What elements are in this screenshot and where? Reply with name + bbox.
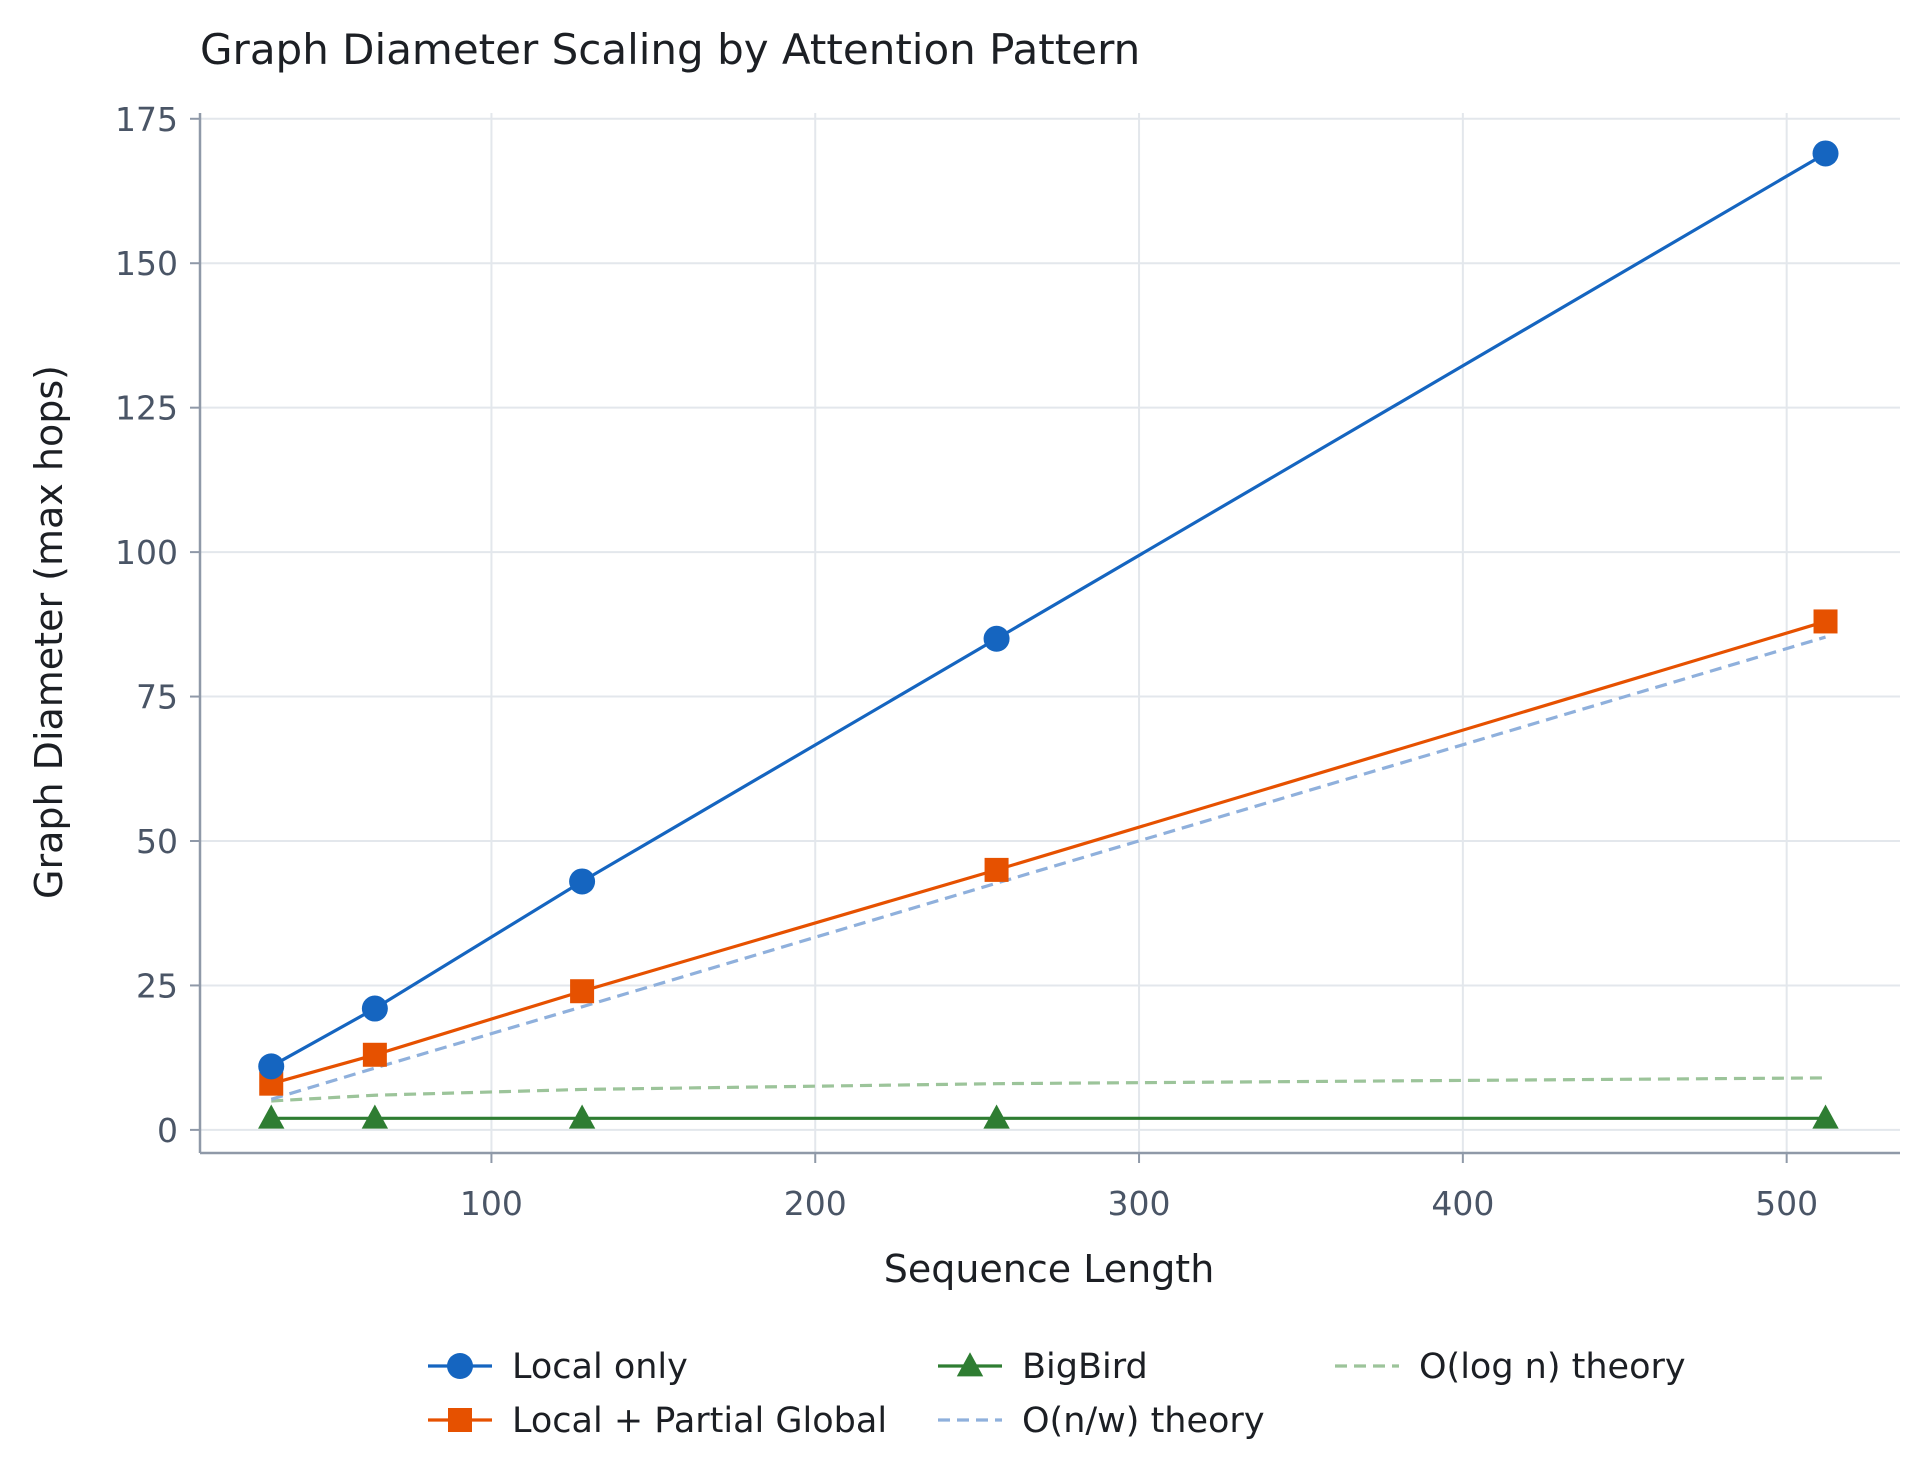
legend-label-o-log-n-theory: O(log n) theory	[1419, 1347, 1686, 1387]
o-n-w-theory-line	[270, 635, 1826, 1101]
legend-item-o-log-n-theory: O(log n) theory	[1335, 1347, 1686, 1387]
y-tick-label: 0	[157, 1111, 178, 1150]
o-log-n-theory-line	[271, 1076, 1826, 1103]
local-partial-global-point	[570, 979, 595, 1004]
y-tick-label: 150	[115, 244, 178, 283]
series-local-partial-global	[259, 609, 1838, 1096]
series-o-n-w-theory	[270, 635, 1826, 1101]
series-layer	[258, 140, 1839, 1129]
y-axis-label: Graph Diameter (max hops)	[27, 365, 71, 899]
series-o-log-n-theory	[271, 1076, 1826, 1103]
x-tick-label: 100	[460, 1184, 523, 1223]
grid-layer	[200, 113, 1900, 1153]
legend-label-local-partial-global: Local + Partial Global	[512, 1401, 887, 1441]
local-partial-global-point	[362, 1042, 387, 1067]
local-only-point	[1812, 140, 1839, 167]
y-tick-label: 25	[136, 966, 178, 1005]
legend-label-o-n-w-theory: O(n/w) theory	[1022, 1401, 1265, 1441]
x-tick-label: 400	[1431, 1184, 1494, 1223]
bigbird-point	[983, 1104, 1010, 1129]
y-tick-label: 125	[115, 389, 178, 428]
legend: Local only Local + Partial Global BigBird O…	[428, 1347, 1686, 1441]
y-tick-label: 175	[115, 100, 178, 139]
legend-marker-local-partial-global	[448, 1408, 472, 1432]
legend-item-bigbird: BigBird	[938, 1347, 1148, 1387]
local-only-line	[270, 152, 1827, 1068]
legend-label-local-only: Local only	[512, 1347, 688, 1387]
x-tick-label: 300	[1108, 1184, 1171, 1223]
local-partial-global-point	[984, 857, 1009, 882]
local-only-point	[258, 1053, 285, 1080]
y-tick-label: 75	[136, 678, 178, 717]
local-only-point	[983, 625, 1010, 652]
axes-layer: 100 200 300 400 500 0 25 50 75 100 125 150 175	[115, 100, 1900, 1223]
local-only-point	[569, 868, 596, 895]
x-tick-label: 200	[784, 1184, 847, 1223]
chart-title: Graph Diameter Scaling by Attention Patt…	[200, 25, 1140, 74]
y-tick-label: 100	[115, 533, 178, 572]
bigbird-point	[1812, 1104, 1839, 1129]
legend-item-local-partial-global: Local + Partial Global	[428, 1401, 887, 1441]
x-axis-label: Sequence Length	[884, 1247, 1215, 1291]
legend-item-o-n-w-theory: O(n/w) theory	[938, 1401, 1265, 1441]
local-partial-global-point	[1813, 609, 1838, 634]
bigbird-point	[258, 1104, 285, 1129]
bigbird-point	[568, 1104, 596, 1129]
local-partial-global-line	[270, 619, 1826, 1086]
series-local-only	[258, 140, 1839, 1080]
series-bigbird	[258, 1104, 1839, 1129]
legend-marker-bigbird	[956, 1352, 984, 1377]
legend-item-local-only: Local only	[428, 1347, 688, 1387]
local-only-point	[361, 995, 388, 1022]
legend-label-bigbird: BigBird	[1022, 1347, 1148, 1387]
x-tick-label: 500	[1755, 1184, 1818, 1223]
y-tick-label: 50	[136, 822, 178, 861]
bigbird-point	[361, 1104, 389, 1129]
legend-marker-local-only	[447, 1353, 473, 1379]
